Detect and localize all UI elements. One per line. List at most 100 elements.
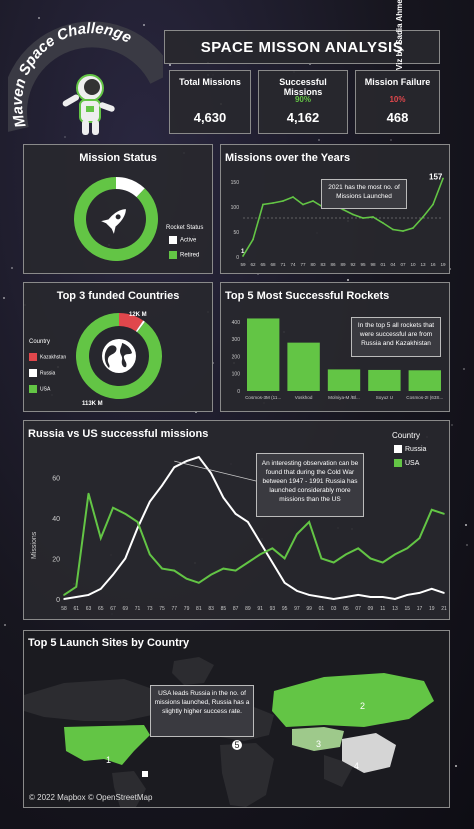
star bbox=[308, 63, 311, 66]
data-point-russia bbox=[247, 521, 249, 523]
x-tick-label: 68 bbox=[270, 262, 276, 267]
x-tick-label: Cosmos-3M (11... bbox=[245, 395, 281, 400]
data-point-usa bbox=[430, 508, 433, 511]
russia-vs-us-panel: Russia vs US successful missions 0 20 40 60… bbox=[23, 420, 450, 620]
x-tick-label: 01 bbox=[319, 606, 325, 612]
x-tick-label: 98 bbox=[370, 262, 376, 267]
x-tick-label: 71 bbox=[135, 606, 141, 612]
map-french-guiana bbox=[142, 771, 148, 777]
panel-title: Top 5 Most Successful Rockets bbox=[225, 290, 390, 302]
x-tick-label: 92 bbox=[350, 262, 356, 267]
kpi-title: Successful Missions bbox=[279, 77, 327, 97]
data-point-usa bbox=[63, 594, 65, 596]
data-point-usa bbox=[283, 557, 286, 560]
astronaut-icon bbox=[62, 74, 115, 135]
data-point-usa bbox=[259, 553, 261, 556]
x-tick-label: 15 bbox=[404, 606, 410, 612]
data-point-usa bbox=[161, 567, 163, 570]
x-tick-label: 21 bbox=[441, 606, 447, 612]
legend-item-kazakhstan: Kazakhstan bbox=[29, 353, 66, 361]
data-point-usa bbox=[394, 553, 396, 556]
data-point-russia bbox=[345, 596, 347, 598]
data-point-usa bbox=[112, 506, 114, 509]
x-tick-label: 05 bbox=[343, 606, 349, 612]
x-tick-label: 69 bbox=[123, 606, 129, 612]
star bbox=[142, 24, 145, 27]
data-point-russia bbox=[124, 557, 127, 560]
kpi-title: Total Missions bbox=[179, 77, 241, 87]
y-tick-label: 100 bbox=[232, 372, 241, 378]
star bbox=[390, 139, 393, 142]
x-tick-label: 58 bbox=[61, 606, 67, 612]
missions-years-chart: 0 50 100 150 59 62 65 68 71 74 77 80 83 86 89 92 95 98 01 0… bbox=[231, 173, 446, 268]
x-tick-label: 07 bbox=[400, 262, 406, 267]
data-point-usa bbox=[198, 581, 200, 584]
x-tick-label: 86 bbox=[330, 262, 336, 267]
globe-icon bbox=[102, 339, 136, 373]
data-point-usa bbox=[222, 567, 225, 570]
data-point-russia bbox=[369, 596, 372, 598]
data-point-usa bbox=[87, 492, 90, 495]
data-point-russia bbox=[185, 460, 188, 462]
x-tick-label: 89 bbox=[340, 262, 346, 267]
panel-title: Top 5 Launch Sites by Country bbox=[28, 637, 190, 649]
x-tick-label: 87 bbox=[233, 606, 239, 612]
y-axis-label: Missions bbox=[31, 531, 38, 559]
y-tick-label: 40 bbox=[52, 516, 60, 523]
x-tick-label: 93 bbox=[270, 606, 276, 612]
donut-slice-russia bbox=[135, 320, 145, 333]
data-point-usa bbox=[443, 513, 445, 515]
legend-item-usa: USA bbox=[394, 459, 419, 467]
map-marker: 5 bbox=[232, 740, 242, 750]
y-tick-label: 400 bbox=[232, 320, 241, 326]
x-tick-label: 03 bbox=[331, 606, 337, 612]
kpi-mission-failure: Mission Failure 10% 468 bbox=[355, 70, 440, 134]
legend-item-russia: Russia bbox=[394, 445, 426, 453]
data-point bbox=[342, 208, 344, 211]
data-point-russia bbox=[296, 590, 298, 592]
kpi-total-missions: Total Missions 4,630 bbox=[169, 70, 251, 134]
x-tick-label: 89 bbox=[245, 606, 251, 612]
data-point-russia bbox=[430, 588, 433, 590]
data-point-russia bbox=[149, 500, 151, 503]
data-point-usa bbox=[332, 561, 335, 564]
data-point-russia bbox=[136, 527, 139, 529]
legend-item-usa: USA bbox=[29, 385, 50, 393]
data-point bbox=[282, 200, 284, 202]
map-china bbox=[342, 733, 396, 773]
data-point-russia bbox=[222, 496, 225, 499]
data-point bbox=[262, 203, 264, 206]
x-tick-label: Cosmos-2I (63S... bbox=[406, 395, 443, 400]
data-point bbox=[352, 213, 354, 216]
series-line-russia bbox=[63, 455, 445, 601]
y-tick-label: 0 bbox=[56, 597, 60, 604]
data-point-russia bbox=[112, 573, 114, 576]
kpi-value: 4,162 bbox=[286, 110, 320, 125]
x-tick-label: Soyuz U bbox=[376, 395, 393, 400]
y-tick-label: 0 bbox=[237, 389, 240, 395]
panel-title: Missions over the Years bbox=[225, 152, 351, 164]
legend-title: Country bbox=[392, 431, 421, 440]
bar bbox=[327, 369, 361, 391]
data-point-russia bbox=[99, 588, 102, 590]
x-tick-label: 75 bbox=[159, 606, 165, 612]
rocket-icon bbox=[101, 209, 126, 234]
map-kazakhstan bbox=[292, 727, 344, 751]
data-point-russia bbox=[308, 594, 310, 596]
x-tick-label: 99 bbox=[306, 606, 312, 612]
legend-item-active: Active bbox=[169, 236, 196, 244]
data-label-start: 1 bbox=[241, 249, 245, 255]
x-tick-label: 07 bbox=[355, 606, 361, 612]
x-tick-label: 77 bbox=[300, 262, 306, 267]
landmass-africa bbox=[220, 743, 274, 807]
y-tick-label: 150 bbox=[231, 180, 240, 186]
x-tick-label: 83 bbox=[208, 606, 214, 612]
x-tick-label: 10 bbox=[410, 262, 416, 267]
data-point bbox=[432, 203, 434, 206]
credit-text: Viz by Sadia Ahmed bbox=[395, 0, 404, 70]
data-point-usa bbox=[381, 561, 384, 564]
kpi-value: 468 bbox=[386, 110, 409, 125]
landmass-canada bbox=[24, 679, 164, 721]
data-point-russia bbox=[283, 581, 286, 584]
x-tick-label: 17 bbox=[417, 606, 423, 612]
